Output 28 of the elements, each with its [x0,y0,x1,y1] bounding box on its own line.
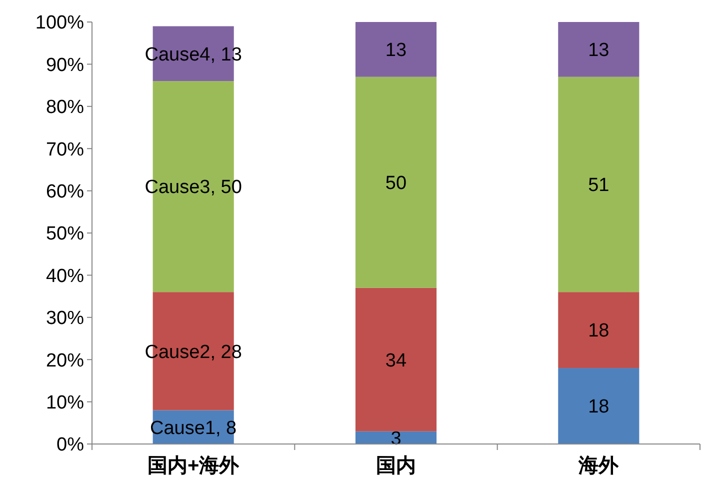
y-tick-label: 10% [46,392,84,414]
y-tick-label: 90% [46,54,84,76]
y-tick-label: 70% [46,139,84,160]
y-tick-label: 80% [46,97,84,118]
y-tick-label: 60% [46,181,84,202]
x-tick-label: 国内 [376,455,416,477]
x-tick-label: 国内+海外 [147,455,240,477]
bar [355,22,437,77]
y-tick-label: 40% [46,266,84,287]
data-label: 51 [588,175,610,196]
bar [558,292,640,368]
bar [355,76,437,288]
data-label: 18 [588,396,610,418]
y-tick-label: 0% [56,434,84,456]
data-label: 18 [588,320,610,342]
data-label: 13 [385,40,407,62]
data-label: 13 [588,40,610,62]
y-tick-label: 20% [46,350,84,372]
bar [355,288,437,432]
data-label: 34 [385,350,407,372]
bar [558,76,640,292]
y-tick-label: 30% [46,308,84,330]
bar [558,368,640,444]
y-tick-label: 100% [35,12,84,34]
x-tick-label: 海外 [578,455,620,477]
data-label: 50 [385,173,407,194]
y-tick-label: 50% [46,224,84,245]
bar [558,22,640,77]
